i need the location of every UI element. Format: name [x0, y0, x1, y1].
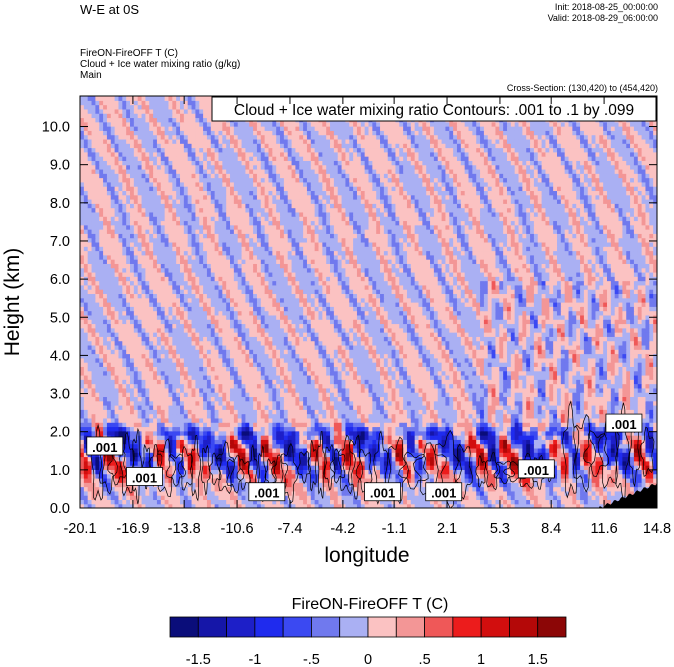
mixing-ratio-contours — [90, 400, 655, 508]
y-tick-label: 7.0 — [50, 234, 70, 250]
y-tick-label: 0.0 — [50, 501, 70, 517]
field-label-temperature: FireON-FireOFF T (C) — [80, 48, 178, 59]
terrain-fill — [599, 483, 657, 508]
x-tick-label: 8.4 — [541, 521, 561, 537]
colorbar-swatch — [480, 616, 510, 638]
contour-label: .001 — [517, 459, 555, 479]
contour-label: .001 — [248, 482, 286, 502]
x-tick-label: 11.6 — [591, 521, 618, 537]
colorbar-swatch — [282, 616, 312, 638]
y-tick-label: 4.0 — [50, 348, 70, 364]
field-label-domain: Main — [80, 70, 102, 81]
colorbar-title: FireON-FireOFF T (C) — [291, 596, 449, 613]
x-tick-label: -4.2 — [330, 521, 355, 537]
plot-title: W-E at 0S — [80, 2, 140, 17]
contour-labels: .001.001.001.001.001.001.001 — [86, 413, 643, 502]
y-tick-label: 10.0 — [42, 120, 70, 136]
plot-frame — [79, 95, 658, 509]
colorbar-swatch — [339, 616, 369, 638]
x-axis: -20.1 -16.9 -13.8 -10.6 -7.4 -4.2 -1.1 2.1 5.3 8.… — [63, 96, 671, 537]
colorbar-swatch — [169, 616, 199, 638]
y-axis-label: Height (km) — [1, 248, 24, 357]
y-tick-label: 3.0 — [50, 387, 70, 403]
colorbar-swatch — [509, 616, 539, 638]
x-tick-label: 2.1 — [437, 521, 457, 537]
colorbar-swatch — [452, 616, 482, 638]
colorbar-tick-label: -1.5 — [186, 652, 211, 667]
colorbar-swatch — [311, 616, 341, 638]
contour-info-box: Cloud + Ice water mixing ratio Contours:… — [211, 96, 657, 122]
terrain — [599, 483, 657, 508]
colorbar-swatch — [424, 616, 454, 638]
y-tick-label: 5.0 — [50, 310, 70, 326]
x-tick-label: -16.9 — [116, 521, 149, 537]
x-tick-label: 5.3 — [490, 521, 510, 537]
x-tick-label: -13.8 — [168, 521, 201, 537]
y-tick-label: 6.0 — [50, 272, 70, 288]
temperature-difference-field — [80, 96, 657, 508]
colorbar-tick-label: .5 — [419, 652, 431, 667]
x-tick-label: -10.6 — [221, 521, 254, 537]
y-tick-label: 8.0 — [50, 196, 70, 212]
colorbar-tick-label: 1.5 — [528, 652, 548, 667]
colorbar-swatch — [367, 616, 397, 638]
colorbar-tick-label: 0 — [364, 652, 372, 667]
field-label-mixing-ratio: Cloud + Ice water mixing ratio (g/kg) — [80, 59, 241, 70]
x-tick-label: -1.1 — [382, 521, 407, 537]
colorbar-swatch — [197, 616, 227, 638]
contour-label: .001 — [126, 467, 163, 486]
init-time: Init: 2018-08-25_00:00:00 — [554, 2, 658, 12]
valid-time: Valid: 2018-08-29_06:00:00 — [547, 13, 658, 23]
contour-label: .001 — [86, 436, 124, 456]
colorbar-swatch — [254, 616, 284, 638]
x-axis-label: longitude — [324, 544, 409, 567]
x-tick-label: -7.4 — [277, 521, 302, 537]
y-tick-label: 9.0 — [50, 158, 70, 174]
colorbar-swatch — [226, 616, 256, 638]
contour-label: .001 — [605, 413, 643, 433]
cross-section-label: Cross-Section: (130,420) to (454,420) — [506, 83, 658, 93]
colorbar-tick-label: -1 — [248, 652, 261, 667]
colorbar-swatch — [395, 616, 425, 638]
contour-info: Cloud + Ice water mixing ratio Contours:… — [234, 102, 634, 119]
contour-label: .001 — [364, 482, 401, 502]
y-axis: 0.0 1.0 2.0 3.0 4.0 5.0 6.0 7.0 8.0 9.0 10.0 — [42, 120, 657, 517]
colorbar-tick-label: 1 — [477, 652, 485, 667]
x-tick-label: 14.8 — [643, 521, 671, 537]
y-tick-label: 2.0 — [50, 425, 70, 441]
y-tick-label: 1.0 — [50, 463, 70, 479]
colorbar-swatch — [537, 616, 567, 638]
x-tick-label: -20.1 — [63, 521, 96, 537]
colorbar-tick-label: -.5 — [303, 652, 320, 667]
contour-label: .001 — [425, 482, 463, 502]
colorbar: -1.5 -1 -.5 0 .5 1 1.5 — [169, 616, 567, 667]
